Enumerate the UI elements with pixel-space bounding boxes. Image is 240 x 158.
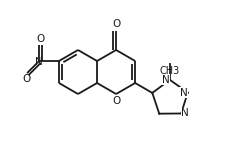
Text: N: N xyxy=(181,109,189,118)
Text: O: O xyxy=(36,33,44,43)
Text: O: O xyxy=(112,19,120,29)
Text: N: N xyxy=(180,88,188,98)
Text: N: N xyxy=(162,75,170,85)
Text: N: N xyxy=(35,57,43,67)
Text: O: O xyxy=(112,97,120,106)
Text: CH3: CH3 xyxy=(160,67,180,76)
Text: O: O xyxy=(22,74,30,84)
